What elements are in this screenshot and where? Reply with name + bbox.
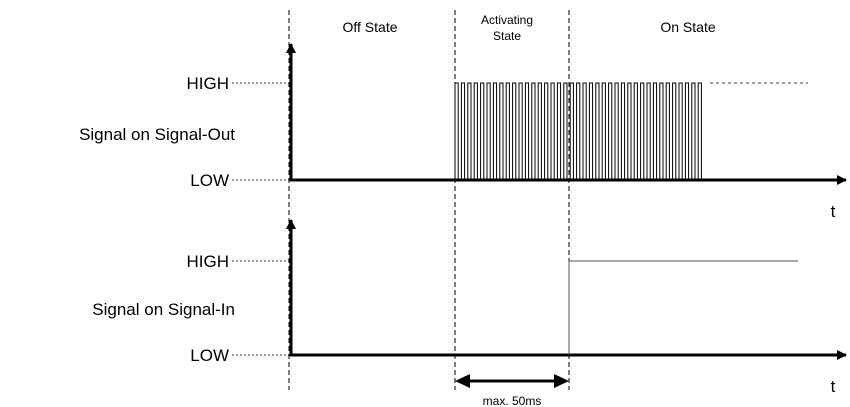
on-state-label: On State: [660, 19, 715, 35]
signal-in-label: Signal on Signal-In: [92, 300, 235, 319]
activating-state-label-line2: State: [493, 29, 521, 43]
signal-out-high-label: HIGH: [187, 74, 230, 93]
signal-in-high-label: HIGH: [187, 252, 230, 271]
signal-in-time-label: t: [831, 377, 836, 396]
off-state-label: Off State: [343, 19, 398, 35]
timing-arrow-left-head: [455, 374, 470, 388]
signal-in-waveform: [568, 260, 798, 355]
signal-out-label: Signal on Signal-Out: [79, 125, 235, 144]
signal-out-time-label: t: [831, 202, 836, 221]
timing-annotation-label: max. 50ms: [483, 394, 542, 407]
signal-out-pulse-train: [454, 82, 705, 181]
signal-out-low-label: LOW: [190, 171, 229, 190]
timing-arrow-right-head: [554, 374, 569, 388]
signal-in-low-label: LOW: [190, 346, 229, 365]
activating-state-label-line1: Activating: [481, 13, 533, 27]
